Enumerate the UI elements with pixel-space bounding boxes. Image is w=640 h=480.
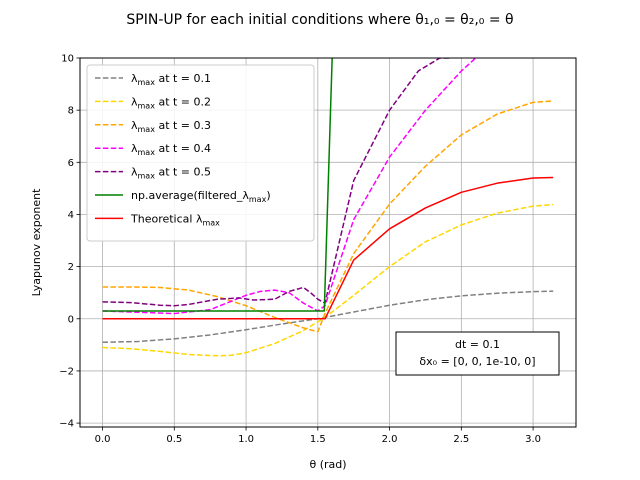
y-tick-label-5: 6	[68, 158, 74, 169]
series-line-6	[102, 58, 333, 312]
legend-label-5: λmax at t = 0.5	[131, 166, 211, 181]
legend-label-7: Theoretical λmax	[130, 212, 220, 227]
x-tick-label-3: 1.5	[310, 434, 326, 445]
x-tick-label-2: 1.0	[238, 434, 254, 445]
series-layer	[102, 58, 554, 357]
annotation-dx0: δx₀ = [0, 0, 1e-10, 0]	[419, 355, 535, 368]
legend: λmax at t = 0.1 λmax at t = 0.2 λmax at t …	[86, 64, 315, 242]
x-tick-label-6: 3.0	[525, 434, 541, 445]
annotation-box: dt = 0.1 δx₀ = [0, 0, 1e-10, 0]	[395, 331, 560, 376]
chart-title: SPIN-UP for each initial conditions wher…	[126, 12, 513, 28]
legend-frame	[86, 64, 315, 242]
annotation-frame	[395, 331, 560, 376]
legend-label-3: λmax at t = 0.3	[131, 119, 211, 134]
x-tick-label-1: 0.5	[166, 434, 182, 445]
legend-label-4: λmax at t = 0.4	[131, 142, 211, 157]
annotation-dt: dt = 0.1	[455, 338, 500, 351]
y-tick-label-7: 10	[61, 54, 74, 65]
ticks: 0.0 0.5 1.0 1.5 2.0 2.5 3.0 −4 −2 0 2 4 6 8 10	[59, 54, 541, 446]
plot-area-frame	[79, 57, 577, 428]
x-tick-label-5: 2.5	[453, 434, 469, 445]
y-tick-label-6: 8	[68, 106, 74, 117]
legend-label-2: λmax at t = 0.2	[131, 95, 211, 110]
series-line-2	[102, 203, 554, 357]
x-axis-label: θ (rad)	[309, 458, 346, 471]
y-tick-label-0: −4	[59, 419, 74, 430]
legend-label-1: λmax at t = 0.1	[131, 72, 211, 87]
legend-label-6: np.average(filtered_λmax)	[131, 189, 271, 204]
x-tick-label-0: 0.0	[95, 434, 111, 445]
series-line-3	[102, 100, 554, 333]
series-line-7	[102, 176, 554, 320]
y-tick-label-4: 4	[68, 210, 74, 221]
x-tick-label-4: 2.0	[382, 434, 398, 445]
series-line-1	[102, 290, 554, 343]
y-axis-label: Lyapunov exponent	[30, 188, 43, 297]
y-tick-label-1: −2	[59, 366, 74, 377]
y-tick-label-3: 2	[68, 262, 74, 273]
series-line-5	[102, 58, 450, 307]
y-tick-label-2: 0	[68, 314, 74, 325]
